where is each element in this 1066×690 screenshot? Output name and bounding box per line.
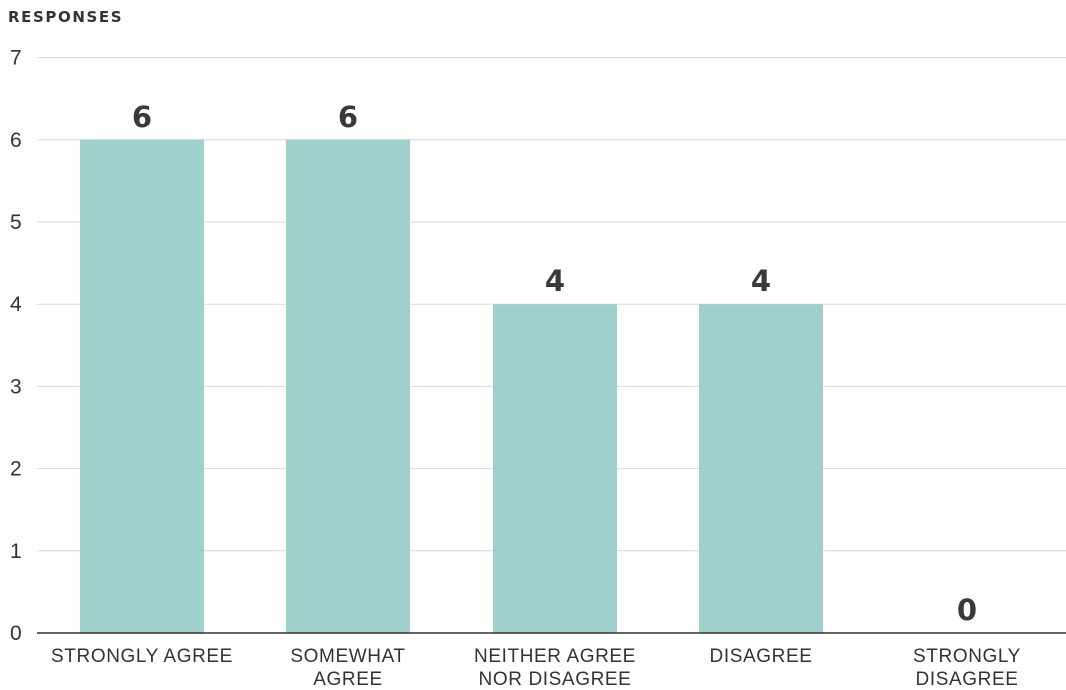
y-tick-label: 6 bbox=[10, 129, 22, 152]
data-labels: 6 6 4 4 0 bbox=[132, 100, 977, 627]
x-tick-label: STRONGLY AGREE bbox=[51, 646, 233, 667]
y-tick-label: 0 bbox=[10, 622, 22, 645]
data-label: 6 bbox=[338, 100, 358, 134]
x-tick-label: NEITHER AGREE bbox=[474, 646, 636, 667]
y-tick-label: 5 bbox=[10, 211, 22, 234]
bar bbox=[80, 139, 204, 634]
y-tick-label: 1 bbox=[10, 540, 22, 563]
y-tick-labels: 0 1 2 3 4 5 6 7 bbox=[10, 47, 22, 645]
y-tick-label: 4 bbox=[10, 293, 22, 316]
data-label: 4 bbox=[751, 264, 771, 298]
y-tick-label: 3 bbox=[10, 375, 22, 398]
bar bbox=[493, 304, 617, 633]
x-tick-label: STRONGLY bbox=[913, 646, 1021, 667]
bars bbox=[80, 139, 823, 634]
x-tick-label: DISAGREE bbox=[916, 669, 1019, 690]
x-tick-label: DISAGREE bbox=[710, 646, 813, 667]
data-label: 4 bbox=[545, 264, 565, 298]
bar bbox=[699, 304, 823, 633]
bar bbox=[286, 139, 410, 634]
x-tick-label: AGREE bbox=[313, 669, 383, 690]
y-tick-label: 7 bbox=[10, 47, 22, 70]
data-label: 0 bbox=[957, 593, 977, 627]
data-label: 6 bbox=[132, 100, 152, 134]
y-axis-label: RESPONSES bbox=[8, 8, 123, 26]
x-tick-label: NOR DISAGREE bbox=[479, 669, 632, 690]
x-tick-label: SOMEWHAT bbox=[290, 646, 405, 667]
y-tick-label: 2 bbox=[10, 458, 22, 481]
